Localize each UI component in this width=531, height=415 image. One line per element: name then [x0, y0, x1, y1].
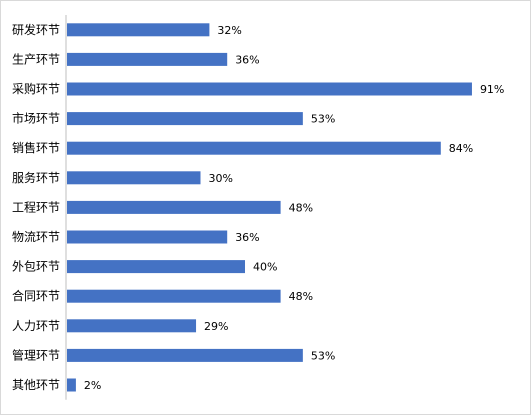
data-label: 53% [311, 349, 335, 362]
category-label: 服务环节 [12, 170, 60, 185]
data-label: 2% [84, 379, 101, 392]
data-label: 48% [289, 201, 313, 214]
bar [67, 52, 228, 66]
data-label: 32% [217, 24, 241, 37]
data-label: 53% [311, 113, 335, 126]
category-label: 合同环节 [12, 288, 60, 303]
bar [67, 171, 201, 185]
data-label: 48% [289, 290, 313, 303]
category-label: 采购环节 [12, 81, 60, 96]
bar [67, 82, 472, 96]
bar [67, 348, 303, 362]
data-label: 84% [449, 142, 473, 155]
data-label: 29% [204, 320, 228, 333]
category-label: 销售环节 [12, 140, 60, 155]
data-label: 36% [235, 53, 259, 66]
category-label: 其他环节 [12, 378, 60, 392]
bar [67, 112, 303, 126]
data-label: 40% [253, 261, 277, 274]
bar [67, 141, 441, 155]
bar [67, 230, 228, 244]
category-label: 物流环节 [12, 230, 60, 244]
bar [67, 319, 197, 333]
category-label: 研发环节 [12, 22, 60, 37]
bar [67, 378, 76, 392]
bar [67, 260, 245, 274]
bar [67, 200, 281, 214]
category-label: 管理环节 [12, 347, 60, 362]
data-label: 91% [480, 83, 504, 96]
data-label: 36% [235, 231, 259, 244]
bar [67, 23, 210, 37]
category-label: 外包环节 [12, 260, 60, 274]
category-label: 生产环节 [12, 52, 60, 66]
category-label: 人力环节 [12, 319, 60, 333]
bar [67, 289, 281, 303]
category-label: 市场环节 [12, 111, 60, 126]
category-label: 工程环节 [12, 199, 60, 214]
data-label: 30% [209, 172, 233, 185]
